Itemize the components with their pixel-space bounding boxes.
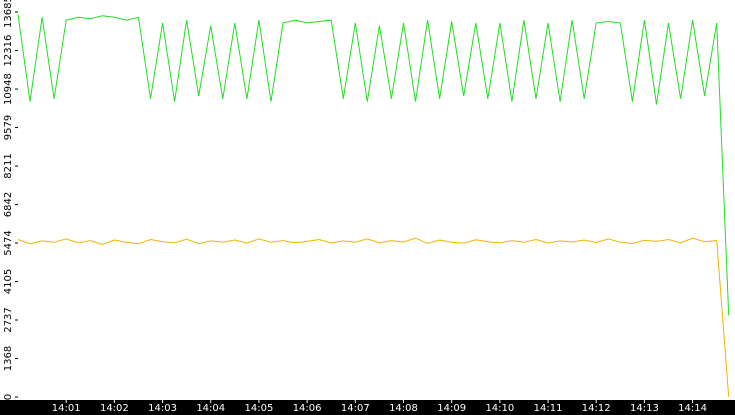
y-tick-label: 9579 (3, 115, 14, 140)
x-tick-label: 14:13 (630, 403, 659, 414)
series-line (17, 237, 730, 398)
x-tick-label: 14:07 (341, 403, 370, 414)
y-tick-label: 12316 (3, 35, 14, 67)
x-tick-label: 14:05 (245, 403, 274, 414)
x-tick-label: 14:11 (534, 403, 563, 414)
x-tick-label: 14:08 (389, 403, 418, 414)
y-tick-label: 8211 (3, 153, 14, 178)
x-tick-label: 14:02 (100, 403, 129, 414)
y-tick-label: 5474 (3, 230, 14, 255)
y-tick-label: 0 (3, 394, 14, 400)
x-tick-label: 14:01 (52, 403, 81, 414)
x-tick-label: 14:10 (485, 403, 514, 414)
y-tick-label: 6842 (3, 192, 14, 217)
x-tick-label: 14:14 (678, 403, 707, 414)
x-tick-label: 14:03 (148, 403, 177, 414)
y-tick-label: 4105 (3, 269, 14, 294)
y-tick-label: 1368 (3, 346, 14, 371)
series-line (17, 14, 730, 316)
x-tick-label: 14:04 (196, 403, 225, 414)
y-tick-label: 10948 (3, 73, 14, 105)
x-axis-bar (0, 400, 735, 415)
x-tick-label: 14:09 (437, 403, 466, 414)
x-tick-label: 14:12 (582, 403, 611, 414)
y-tick-label: 2737 (3, 307, 14, 332)
y-tick-label: 13685 (3, 0, 14, 28)
x-tick-label: 14:06 (293, 403, 322, 414)
